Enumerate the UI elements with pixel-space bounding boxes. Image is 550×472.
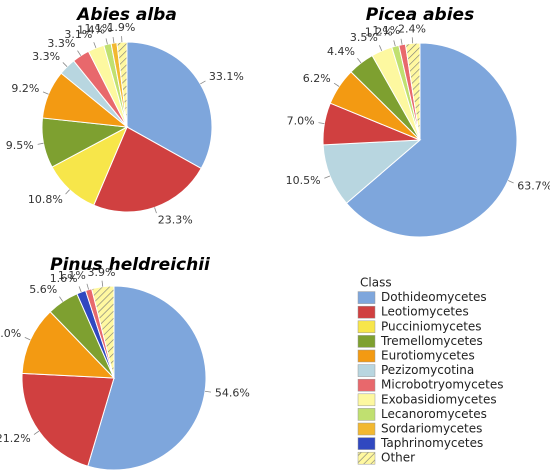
pie-slice xyxy=(21,372,115,467)
value-label: 1.2% xyxy=(365,26,393,39)
pie-title: Pinus heldreichii xyxy=(50,255,211,275)
legend-swatch xyxy=(357,349,376,363)
pie-slice xyxy=(116,41,128,128)
value-label: 12.0% xyxy=(0,327,21,340)
leader-line xyxy=(400,38,403,45)
value-label: 4.4% xyxy=(327,45,355,58)
legend-label: Pezizomycotina xyxy=(381,363,474,377)
legend-swatch xyxy=(357,451,376,465)
legend-label: Other xyxy=(381,451,415,465)
leader-line xyxy=(77,50,82,56)
legend-label: Eurotiomycetes xyxy=(381,349,475,363)
value-label: 3.1% xyxy=(64,28,92,41)
value-label: 10.8% xyxy=(28,193,63,206)
leader-line xyxy=(379,45,383,52)
legend-swatch xyxy=(357,378,376,392)
legend-swatch xyxy=(357,437,376,450)
legend-swatch xyxy=(357,320,376,334)
value-label: 21.2% xyxy=(0,432,31,445)
leader-line xyxy=(33,430,40,435)
value-label: 6.2% xyxy=(303,72,331,85)
leader-line xyxy=(101,280,104,287)
value-label: 5.6% xyxy=(29,283,57,296)
value-label: 3.3% xyxy=(32,50,60,63)
leader-line xyxy=(62,62,68,67)
value-label: 10.5% xyxy=(286,174,321,187)
value-label: 23.3% xyxy=(158,214,193,227)
legend-label: Microbotryomycetes xyxy=(381,378,503,392)
value-label: 3.3% xyxy=(47,37,75,50)
leader-line xyxy=(78,286,82,293)
pie-slice xyxy=(87,285,207,471)
legend-label: Tremellomycetes xyxy=(380,334,483,348)
value-label: 33.1% xyxy=(209,70,244,83)
legend-label: Dothideomycetes xyxy=(381,290,487,304)
pie-slice xyxy=(21,311,116,379)
legend-swatch xyxy=(357,422,376,436)
value-label: 1.1% xyxy=(84,22,112,35)
leader-line xyxy=(42,91,49,95)
value-label: 1.9% xyxy=(107,21,135,34)
leader-line xyxy=(204,390,212,393)
legend-label: Sordariomycetes xyxy=(381,422,482,436)
legend-swatch xyxy=(357,291,376,304)
leader-line xyxy=(93,42,97,49)
legend-swatch xyxy=(357,393,376,407)
value-label: 63.7% xyxy=(517,179,550,192)
value-label: 1.4% xyxy=(77,24,105,37)
leader-line xyxy=(59,296,64,302)
leader-line xyxy=(200,80,206,85)
legend-label: Lecanoromycetes xyxy=(381,407,487,421)
legend-swatch xyxy=(357,364,376,377)
leader-line xyxy=(24,337,31,341)
legend-swatch xyxy=(357,408,376,421)
pie-title: Abies alba xyxy=(75,5,177,25)
legend-label: Pucciniomycetes xyxy=(381,319,482,333)
legend-label: Taphrinomycetes xyxy=(380,436,483,450)
leader-line xyxy=(507,180,514,184)
value-label: 7.0% xyxy=(287,114,315,127)
leader-line xyxy=(357,57,362,64)
leader-line xyxy=(105,38,108,45)
leader-line xyxy=(393,40,396,47)
leader-line xyxy=(65,189,70,195)
leader-line xyxy=(37,142,44,145)
value-label: 9.2% xyxy=(11,82,39,95)
leader-line xyxy=(112,37,115,44)
leader-line xyxy=(154,207,157,214)
pie-slice xyxy=(126,41,213,170)
value-label: 1.6% xyxy=(50,272,78,285)
legend-swatch xyxy=(357,305,376,319)
pie-slice xyxy=(404,42,421,141)
value-label: 1.1% xyxy=(372,24,400,37)
leader-line xyxy=(324,175,331,179)
value-label: 1.1% xyxy=(58,269,86,282)
pie-slice xyxy=(93,126,202,213)
value-label: 3.9% xyxy=(88,266,116,279)
legend-title: Class xyxy=(360,276,392,290)
legend-swatch xyxy=(357,335,376,348)
pie-slice xyxy=(345,42,518,238)
legend-label: Exobasidiomycetes xyxy=(381,392,497,406)
pie-title: Picea abies xyxy=(366,5,474,25)
legend-label: Leotiomycetes xyxy=(381,305,469,319)
value-label: 2.4% xyxy=(398,22,426,35)
leader-line xyxy=(86,283,89,290)
value-label: 3.5% xyxy=(350,31,378,44)
leader-line xyxy=(333,82,340,87)
value-label: 54.6% xyxy=(215,386,250,399)
leader-line xyxy=(318,122,325,125)
value-label: 9.5% xyxy=(6,139,34,152)
